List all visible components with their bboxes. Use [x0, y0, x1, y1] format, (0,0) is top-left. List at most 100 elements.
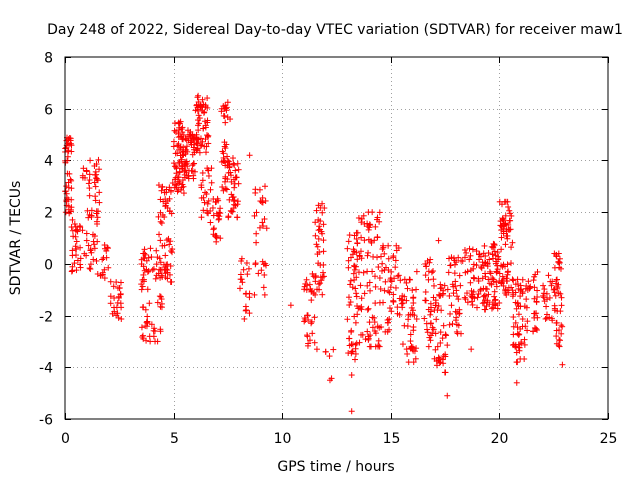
- data-point: [201, 143, 208, 150]
- data-point: [145, 267, 152, 274]
- data-point: [90, 238, 97, 245]
- data-point: [350, 270, 357, 277]
- data-point: [223, 186, 230, 193]
- data-point: [516, 331, 523, 338]
- data-point: [357, 248, 364, 255]
- data-point: [141, 246, 148, 253]
- data-point: [552, 292, 559, 299]
- data-point: [148, 321, 155, 328]
- data-point: [68, 196, 75, 203]
- data-point: [197, 135, 204, 142]
- data-point: [192, 135, 199, 142]
- data-point: [483, 303, 490, 310]
- data-point: [312, 278, 319, 285]
- data-point: [193, 102, 200, 109]
- data-point: [217, 235, 224, 242]
- data-point: [473, 262, 480, 269]
- data-point: [72, 252, 79, 259]
- data-point: [509, 239, 516, 246]
- data-point: [403, 279, 410, 286]
- data-point: [431, 307, 438, 314]
- data-point: [304, 333, 311, 340]
- data-point: [442, 331, 449, 338]
- data-point: [159, 242, 166, 249]
- data-point: [86, 177, 93, 184]
- y-tick-label: 0: [44, 258, 53, 274]
- data-point: [553, 333, 560, 340]
- data-point: [489, 251, 496, 258]
- data-point: [442, 353, 449, 360]
- data-point: [311, 339, 318, 346]
- data-point: [405, 316, 412, 323]
- data-point: [449, 320, 456, 327]
- data-point: [172, 181, 179, 188]
- data-point: [439, 335, 446, 342]
- data-point: [468, 346, 475, 353]
- data-point: [227, 116, 234, 123]
- data-point: [407, 331, 414, 338]
- data-point: [500, 282, 507, 289]
- data-point: [353, 340, 360, 347]
- data-point: [147, 245, 154, 252]
- data-point: [462, 269, 469, 276]
- data-point: [253, 239, 260, 246]
- data-point: [94, 220, 101, 227]
- data-point: [513, 349, 520, 356]
- data-point: [498, 234, 505, 241]
- data-point: [515, 285, 522, 292]
- data-point: [301, 283, 308, 290]
- data-point: [319, 274, 326, 281]
- data-point: [240, 266, 247, 273]
- data-point: [72, 233, 79, 240]
- data-point: [118, 315, 125, 322]
- data-point: [348, 327, 355, 334]
- data-point: [549, 278, 556, 285]
- data-point: [87, 266, 94, 273]
- data-point: [496, 299, 503, 306]
- data-point: [88, 212, 95, 219]
- data-point: [533, 325, 540, 332]
- data-point: [469, 246, 476, 253]
- data-point: [455, 254, 462, 261]
- data-point: [96, 199, 103, 206]
- data-point: [413, 268, 420, 275]
- data-point: [115, 294, 122, 301]
- data-point: [498, 201, 505, 208]
- data-point: [355, 305, 362, 312]
- data-point: [427, 256, 434, 263]
- data-point: [315, 216, 322, 223]
- data-point: [348, 254, 355, 261]
- data-point: [489, 275, 496, 282]
- data-point: [367, 332, 374, 339]
- data-point: [315, 281, 322, 288]
- data-point: [364, 223, 371, 230]
- data-point: [543, 303, 550, 310]
- data-point: [198, 214, 205, 221]
- data-point: [425, 276, 432, 283]
- data-point: [259, 258, 266, 265]
- data-point: [200, 125, 207, 132]
- data-point: [194, 146, 201, 153]
- x-tick-label: 15: [383, 431, 401, 447]
- data-point: [184, 127, 191, 134]
- data-point: [319, 209, 326, 216]
- data-point: [468, 287, 475, 294]
- data-point: [413, 316, 420, 323]
- data-point: [394, 310, 401, 317]
- data-point: [392, 284, 399, 291]
- data-point: [149, 266, 156, 273]
- data-point: [517, 293, 524, 300]
- data-point: [398, 300, 405, 307]
- data-point: [139, 334, 146, 341]
- data-point: [444, 392, 451, 399]
- data-point: [464, 290, 471, 297]
- data-point: [482, 273, 489, 280]
- data-point: [330, 346, 337, 353]
- y-tick-label: 6: [44, 103, 53, 119]
- data-point: [467, 279, 474, 286]
- data-point: [305, 340, 312, 347]
- data-point: [155, 270, 162, 277]
- data-point: [437, 339, 444, 346]
- data-point: [171, 163, 178, 170]
- data-point: [386, 289, 393, 296]
